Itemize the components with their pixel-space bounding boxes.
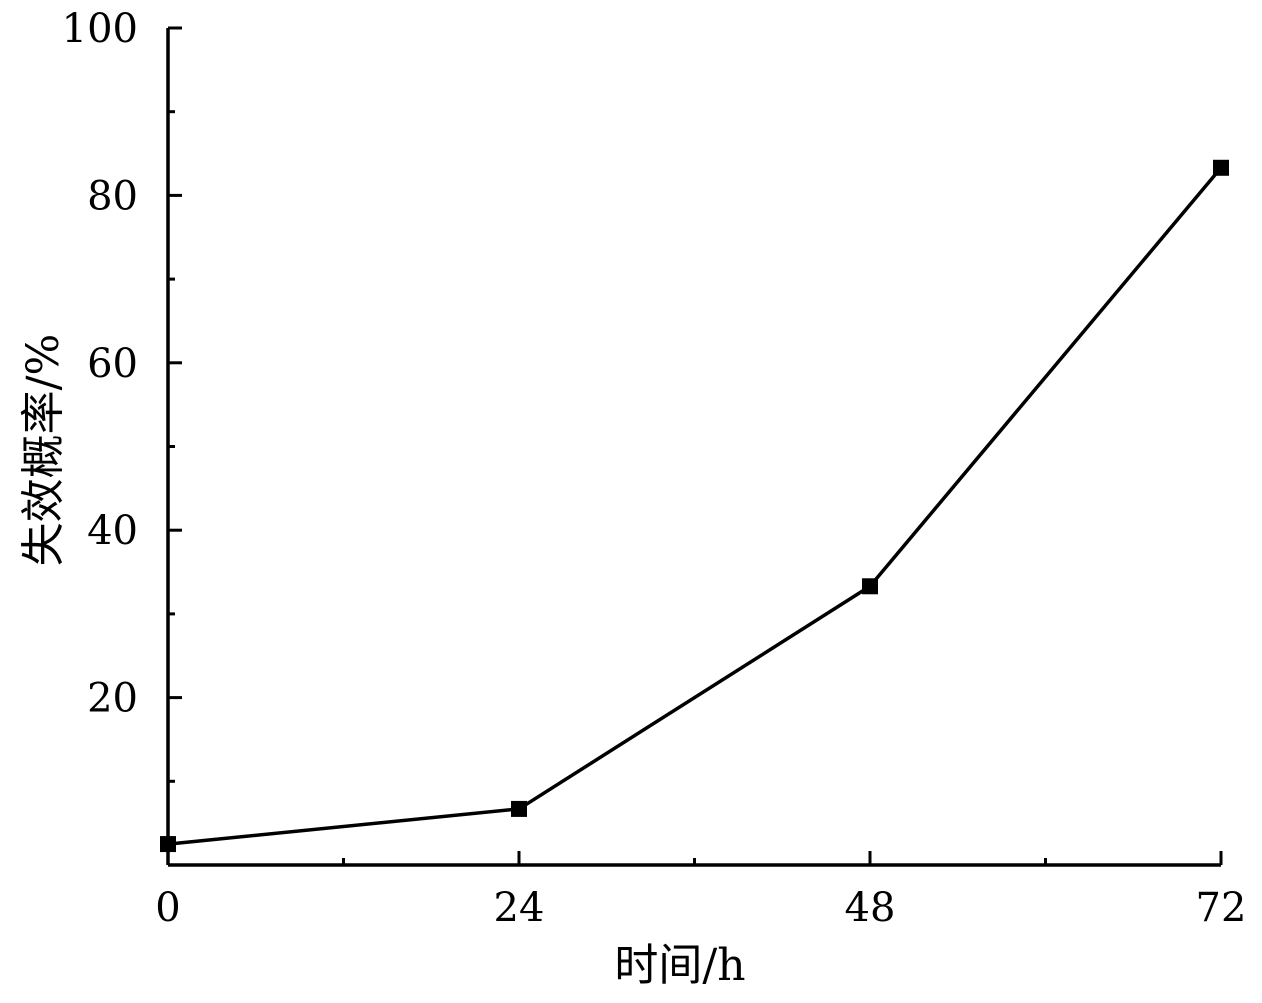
y-tick-label: 40 [87,508,138,554]
data-point [1213,159,1229,176]
y-tick-label: 100 [62,6,138,52]
data-point [160,836,176,853]
x-tick-label: 48 [845,885,896,931]
ticks: 0 24 48 72 20 40 60 80 100 [62,6,1247,931]
y-tick-label: 60 [87,341,138,387]
x-tick-label: 24 [494,885,545,931]
series-line [167,166,1223,846]
x-axis-title: 时间/h [614,940,745,991]
axes [166,28,1221,867]
data-point [511,800,527,817]
y-axis-title: 失效概率/% [18,334,69,567]
y-tick-label: 20 [87,676,138,722]
y-tick-label: 80 [87,173,138,219]
series [160,159,1229,853]
data-point [862,578,878,595]
x-tick-label: 0 [155,885,180,931]
x-tick-label: 72 [1196,885,1247,931]
